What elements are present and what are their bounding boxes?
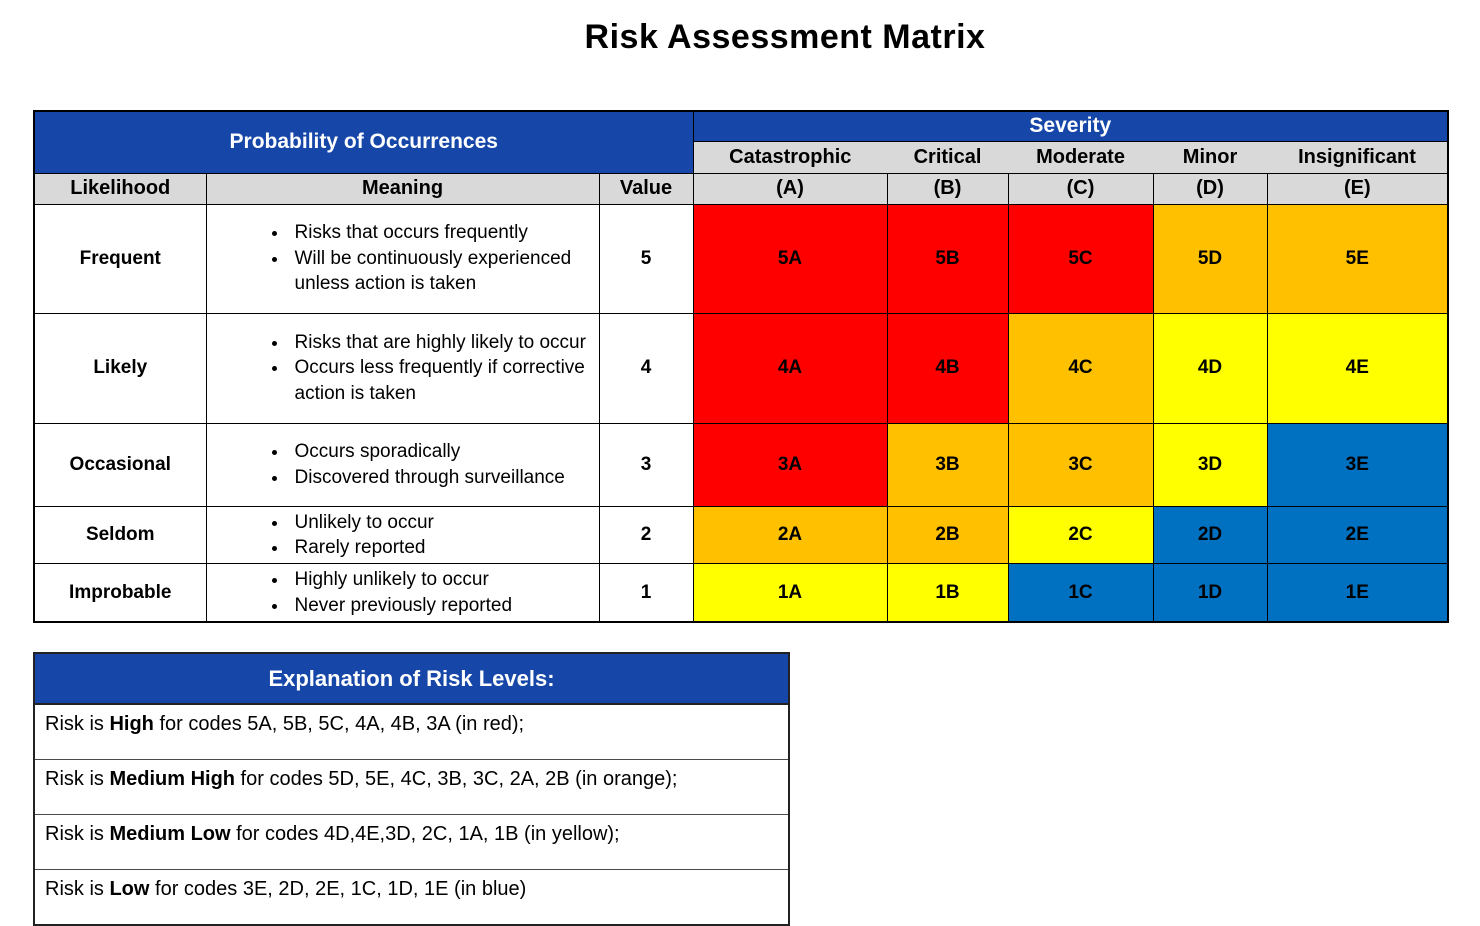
matrix-row-occasional: Occasional Occurs sporadically Discovere… bbox=[33, 422, 1449, 507]
severity-level-moderate: Moderate bbox=[1008, 140, 1154, 174]
meaning-list: Highly unlikely to occur Never previousl… bbox=[207, 567, 599, 618]
risk-cell-1c: 1C bbox=[1007, 563, 1154, 623]
likelihood-cell: Occasional bbox=[33, 422, 207, 507]
risk-cell-3a: 3A bbox=[692, 422, 888, 507]
value-cell: 4 bbox=[598, 312, 694, 424]
risk-cell-5a: 5A bbox=[692, 203, 888, 314]
risk-cell-5d: 5D bbox=[1152, 203, 1268, 314]
meaning-cell: Occurs sporadically Discovered through s… bbox=[205, 422, 600, 507]
value-cell: 2 bbox=[598, 505, 694, 565]
meaning-item: Will be continuously experienced unless … bbox=[289, 246, 599, 297]
column-headers-row: Likelihood Meaning Value (A) (B) (C) (D)… bbox=[33, 172, 1449, 205]
probability-header-cell: Probability of Occurrences bbox=[33, 110, 694, 174]
risk-cell-2e: 2E bbox=[1266, 505, 1449, 565]
value-cell: 5 bbox=[598, 203, 694, 314]
risk-level-name: High bbox=[109, 713, 154, 735]
risk-cell-1d: 1D bbox=[1152, 563, 1268, 623]
severity-levels-row: Catastrophic Critical Moderate Minor Ins… bbox=[34, 140, 1449, 174]
legend-row-low: Risk is Low for codes 3E, 2D, 2E, 1C, 1D… bbox=[33, 869, 790, 926]
meaning-item: Occurs less frequently if corrective act… bbox=[289, 355, 599, 406]
risk-cell-1a: 1A bbox=[692, 563, 888, 623]
meaning-item: Highly unlikely to occur bbox=[289, 567, 599, 592]
severity-header-row: Probability of Occurrences Severity bbox=[33, 110, 1449, 174]
risk-matrix-table: Probability of Occurrences Severity Cata… bbox=[33, 110, 1450, 624]
severity-level-catastrophic: Catastrophic bbox=[692, 140, 888, 174]
likelihood-cell: Seldom bbox=[33, 505, 207, 565]
severity-code-d: (D) bbox=[1152, 172, 1268, 205]
legend-header-row: Explanation of Risk Levels: bbox=[33, 652, 790, 705]
risk-level-name: Medium High bbox=[109, 768, 235, 790]
risk-cell-3d: 3D bbox=[1152, 422, 1268, 507]
legend-text: Risk is Low for codes 3E, 2D, 2E, 1C, 1D… bbox=[33, 869, 790, 926]
severity-code-e: (E) bbox=[1266, 172, 1449, 205]
legend-text: Risk is Medium High for codes 5D, 5E, 4C… bbox=[33, 759, 790, 815]
risk-cell-4c: 4C bbox=[1007, 312, 1154, 424]
legend-text: Risk is Medium Low for codes 4D,4E,3D, 2… bbox=[33, 814, 790, 870]
legend-row-medium-high: Risk is Medium High for codes 5D, 5E, 4C… bbox=[33, 759, 790, 815]
meaning-item: Risks that occurs frequently bbox=[289, 220, 599, 245]
meaning-cell: Risks that occurs frequently Will be con… bbox=[205, 203, 600, 314]
risk-cell-2a: 2A bbox=[692, 505, 888, 565]
meaning-list: Risks that occurs frequently Will be con… bbox=[207, 220, 599, 297]
severity-level-critical: Critical bbox=[887, 140, 1009, 174]
severity-code-c: (C) bbox=[1007, 172, 1154, 205]
meaning-header-cell: Meaning bbox=[205, 172, 600, 205]
risk-cell-3b: 3B bbox=[886, 422, 1009, 507]
matrix-row-frequent: Frequent Risks that occurs frequently Wi… bbox=[33, 203, 1449, 314]
value-cell: 1 bbox=[598, 563, 694, 623]
risk-level-name: Low bbox=[109, 878, 150, 900]
risk-cell-2c: 2C bbox=[1007, 505, 1154, 565]
risk-cell-3c: 3C bbox=[1007, 422, 1154, 507]
matrix-row-improbable: Improbable Highly unlikely to occur Neve… bbox=[33, 563, 1449, 623]
page-title: Risk Assessment Matrix bbox=[584, 18, 986, 56]
severity-level-insignificant: Insignificant bbox=[1267, 140, 1449, 174]
risk-cell-4b: 4B bbox=[886, 312, 1009, 424]
severity-code-a: (A) bbox=[692, 172, 888, 205]
likelihood-cell: Improbable bbox=[33, 563, 207, 623]
severity-level-minor: Minor bbox=[1153, 140, 1268, 174]
legend-text: Risk is High for codes 5A, 5B, 5C, 4A, 4… bbox=[33, 703, 790, 760]
legend-row-high: Risk is High for codes 5A, 5B, 5C, 4A, 4… bbox=[33, 703, 790, 760]
risk-cell-5c: 5C bbox=[1007, 203, 1154, 314]
risk-cell-2b: 2B bbox=[886, 505, 1009, 565]
likelihood-header-cell: Likelihood bbox=[33, 172, 207, 205]
meaning-item: Occurs sporadically bbox=[289, 439, 599, 464]
likelihood-cell: Frequent bbox=[33, 203, 207, 314]
value-cell: 3 bbox=[598, 422, 694, 507]
matrix-row-likely: Likely Risks that are highly likely to o… bbox=[33, 312, 1449, 424]
likelihood-cell: Likely bbox=[33, 312, 207, 424]
risk-cell-3e: 3E bbox=[1266, 422, 1449, 507]
meaning-cell: Highly unlikely to occur Never previousl… bbox=[205, 563, 600, 623]
legend-title: Explanation of Risk Levels: bbox=[33, 652, 790, 705]
meaning-item: Rarely reported bbox=[289, 535, 599, 560]
risk-level-name: Medium Low bbox=[109, 823, 231, 845]
risk-levels-legend: Explanation of Risk Levels: Risk is High… bbox=[33, 652, 790, 926]
meaning-item: Risks that are highly likely to occur bbox=[289, 330, 599, 355]
meaning-list: Occurs sporadically Discovered through s… bbox=[207, 439, 599, 490]
risk-cell-4e: 4E bbox=[1266, 312, 1449, 424]
matrix-row-seldom: Seldom Unlikely to occur Rarely reported… bbox=[33, 505, 1449, 565]
risk-cell-4d: 4D bbox=[1152, 312, 1268, 424]
risk-cell-5e: 5E bbox=[1266, 203, 1449, 314]
risk-cell-5b: 5B bbox=[886, 203, 1009, 314]
meaning-item: Never previously reported bbox=[289, 593, 599, 618]
severity-code-b: (B) bbox=[886, 172, 1009, 205]
risk-cell-4a: 4A bbox=[692, 312, 888, 424]
meaning-item: Discovered through surveillance bbox=[289, 465, 599, 490]
value-header-cell: Value bbox=[598, 172, 694, 205]
severity-header-cell: Severity bbox=[692, 110, 1449, 142]
meaning-cell: Risks that are highly likely to occur Oc… bbox=[205, 312, 600, 424]
meaning-cell: Unlikely to occur Rarely reported bbox=[205, 505, 600, 565]
risk-cell-2d: 2D bbox=[1152, 505, 1268, 565]
legend-row-medium-low: Risk is Medium Low for codes 4D,4E,3D, 2… bbox=[33, 814, 790, 870]
meaning-item: Unlikely to occur bbox=[289, 510, 599, 535]
risk-cell-1e: 1E bbox=[1266, 563, 1449, 623]
meaning-list: Unlikely to occur Rarely reported bbox=[207, 510, 599, 561]
meaning-list: Risks that are highly likely to occur Oc… bbox=[207, 330, 599, 406]
risk-cell-1b: 1B bbox=[886, 563, 1009, 623]
